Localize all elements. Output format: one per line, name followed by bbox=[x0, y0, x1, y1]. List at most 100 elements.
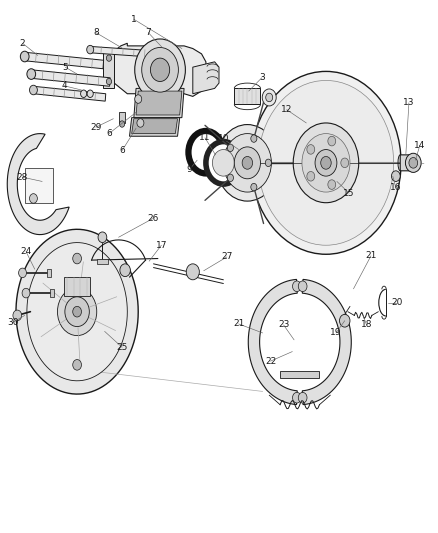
Text: 11: 11 bbox=[199, 133, 211, 142]
Circle shape bbox=[13, 310, 21, 321]
Polygon shape bbox=[193, 62, 219, 94]
Polygon shape bbox=[132, 119, 177, 134]
Text: 3: 3 bbox=[259, 73, 265, 82]
Circle shape bbox=[392, 171, 400, 181]
Circle shape bbox=[409, 158, 418, 168]
Polygon shape bbox=[136, 91, 182, 115]
Circle shape bbox=[321, 157, 331, 169]
Text: 28: 28 bbox=[17, 173, 28, 182]
Polygon shape bbox=[27, 243, 127, 381]
Polygon shape bbox=[130, 118, 180, 136]
Circle shape bbox=[73, 360, 81, 370]
Circle shape bbox=[73, 306, 81, 317]
Circle shape bbox=[216, 125, 279, 201]
Circle shape bbox=[307, 144, 315, 154]
Circle shape bbox=[142, 47, 178, 92]
Circle shape bbox=[135, 39, 185, 101]
Circle shape bbox=[206, 142, 241, 184]
Polygon shape bbox=[16, 229, 138, 394]
Polygon shape bbox=[25, 52, 104, 69]
Text: 16: 16 bbox=[390, 183, 402, 192]
Circle shape bbox=[106, 55, 112, 61]
Circle shape bbox=[234, 147, 261, 179]
Polygon shape bbox=[119, 112, 125, 123]
Circle shape bbox=[298, 281, 307, 292]
Text: 13: 13 bbox=[403, 98, 415, 107]
Circle shape bbox=[98, 232, 107, 243]
Circle shape bbox=[137, 119, 144, 127]
Polygon shape bbox=[248, 279, 297, 405]
Text: 24: 24 bbox=[21, 247, 32, 256]
Circle shape bbox=[27, 69, 35, 79]
Text: 17: 17 bbox=[155, 241, 167, 250]
Polygon shape bbox=[97, 259, 108, 264]
Text: 26: 26 bbox=[147, 214, 158, 223]
Text: 18: 18 bbox=[361, 320, 372, 329]
Circle shape bbox=[135, 95, 142, 103]
Text: 8: 8 bbox=[93, 28, 99, 37]
Text: 23: 23 bbox=[278, 320, 290, 329]
Polygon shape bbox=[302, 279, 351, 405]
Polygon shape bbox=[31, 70, 110, 86]
Polygon shape bbox=[46, 269, 51, 277]
Polygon shape bbox=[90, 46, 167, 58]
Text: 15: 15 bbox=[343, 189, 355, 198]
Polygon shape bbox=[103, 51, 114, 88]
Circle shape bbox=[20, 51, 29, 62]
Polygon shape bbox=[25, 168, 53, 203]
Circle shape bbox=[266, 93, 273, 102]
Text: 22: 22 bbox=[265, 357, 276, 366]
Circle shape bbox=[223, 134, 272, 192]
Circle shape bbox=[341, 158, 349, 167]
Text: 25: 25 bbox=[117, 343, 128, 352]
Circle shape bbox=[242, 157, 253, 169]
Text: 29: 29 bbox=[90, 123, 102, 132]
Circle shape bbox=[227, 174, 233, 182]
Text: 27: 27 bbox=[221, 253, 233, 261]
Circle shape bbox=[307, 172, 315, 181]
Circle shape bbox=[258, 80, 394, 245]
Circle shape bbox=[87, 45, 94, 54]
Circle shape bbox=[298, 392, 307, 403]
Circle shape bbox=[81, 90, 87, 98]
Text: 4: 4 bbox=[61, 81, 67, 90]
Polygon shape bbox=[7, 134, 69, 235]
Circle shape bbox=[22, 288, 30, 298]
Text: 19: 19 bbox=[330, 328, 342, 337]
Circle shape bbox=[406, 154, 421, 172]
Polygon shape bbox=[280, 371, 319, 378]
Text: 9: 9 bbox=[187, 165, 192, 174]
Circle shape bbox=[29, 85, 37, 95]
Circle shape bbox=[328, 180, 336, 189]
Circle shape bbox=[251, 71, 401, 254]
Circle shape bbox=[302, 134, 350, 192]
Circle shape bbox=[265, 159, 272, 166]
Circle shape bbox=[293, 123, 359, 203]
Circle shape bbox=[87, 90, 93, 98]
Circle shape bbox=[120, 264, 131, 277]
Polygon shape bbox=[134, 88, 184, 118]
Polygon shape bbox=[50, 289, 54, 297]
Text: 30: 30 bbox=[7, 318, 19, 327]
Polygon shape bbox=[114, 43, 206, 96]
Circle shape bbox=[227, 144, 233, 151]
Circle shape bbox=[18, 268, 26, 278]
Polygon shape bbox=[33, 86, 106, 101]
Circle shape bbox=[212, 150, 234, 176]
Circle shape bbox=[188, 131, 223, 173]
Circle shape bbox=[29, 193, 37, 203]
Text: 21: 21 bbox=[365, 252, 377, 260]
Text: 12: 12 bbox=[281, 105, 292, 114]
Circle shape bbox=[57, 288, 97, 336]
Circle shape bbox=[251, 135, 257, 142]
Circle shape bbox=[251, 183, 257, 191]
Circle shape bbox=[315, 150, 337, 176]
Circle shape bbox=[150, 58, 170, 82]
Circle shape bbox=[65, 297, 89, 327]
Circle shape bbox=[73, 253, 81, 264]
Text: 6: 6 bbox=[119, 146, 125, 155]
Polygon shape bbox=[234, 88, 261, 104]
Text: 5: 5 bbox=[63, 63, 68, 71]
Circle shape bbox=[339, 314, 350, 327]
Circle shape bbox=[293, 392, 301, 403]
